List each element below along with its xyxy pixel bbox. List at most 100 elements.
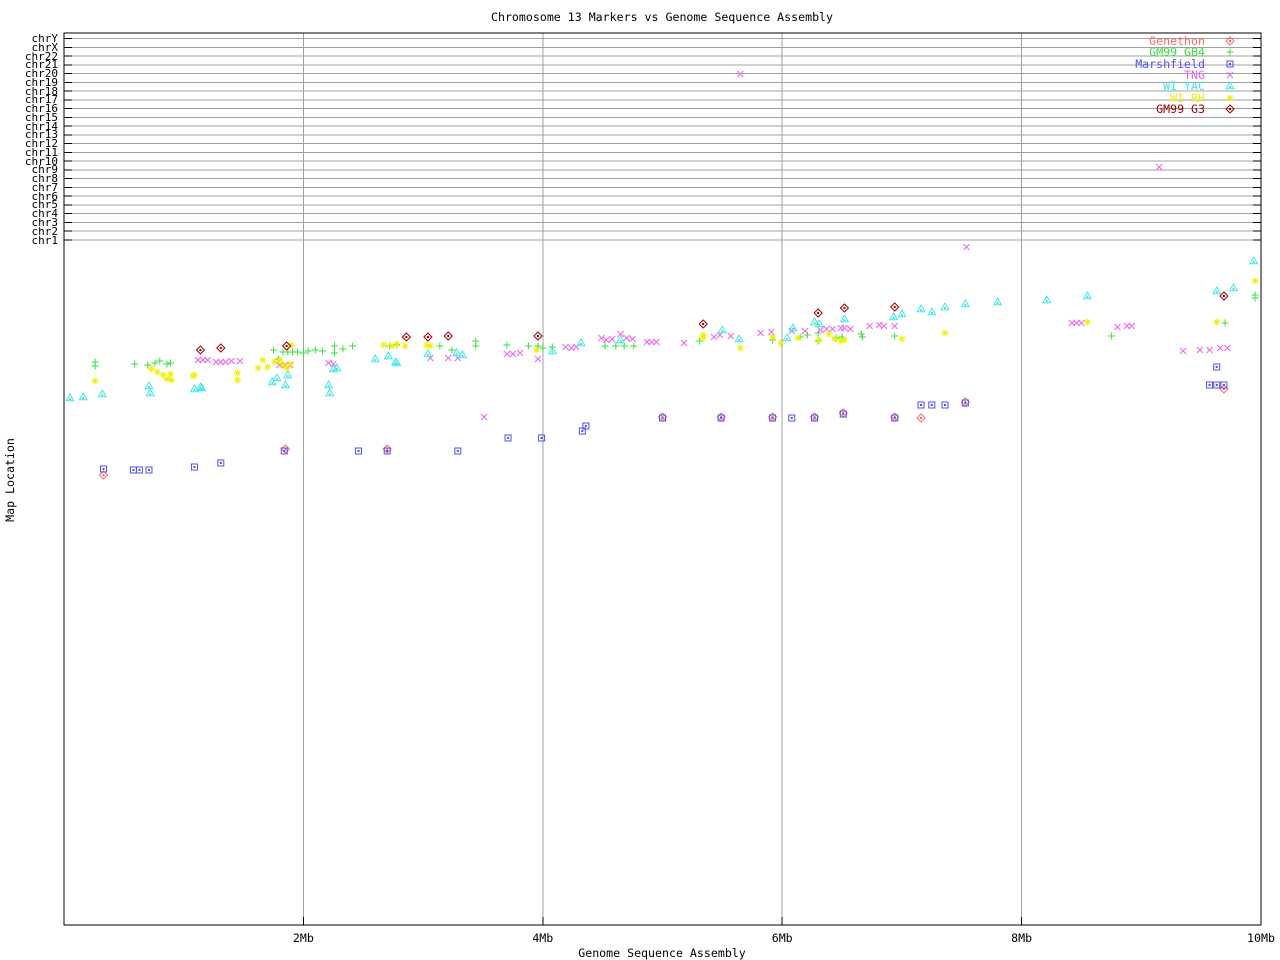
marker-wi-yac xyxy=(195,381,206,391)
marker-gm99-gb4 xyxy=(436,342,444,350)
marker-gm99-gb4 xyxy=(601,342,609,350)
marker-gm99-gb4 xyxy=(891,332,899,340)
marker-marshfield xyxy=(891,414,899,422)
marker-wi-rh xyxy=(388,342,396,350)
legend-label-genethon: Genethon xyxy=(1149,34,1205,48)
marker-wi-rh xyxy=(837,337,845,345)
legend-symbol-glyph xyxy=(1225,104,1235,114)
marker-wi-rh xyxy=(259,356,267,364)
marker-gm99-gb4 xyxy=(331,342,339,350)
legend-label-tng: TNG xyxy=(1184,67,1205,82)
marker-tng xyxy=(217,358,225,366)
marker-marshfield xyxy=(190,463,198,471)
y-axis-label-chr20: chr20 xyxy=(24,67,58,81)
marker-tng xyxy=(817,326,824,334)
marker-gm99-gb4 xyxy=(472,342,480,350)
legend-symbol-marshfield xyxy=(1226,60,1234,68)
marker-wi-yac xyxy=(457,349,468,359)
marker-wi-yac xyxy=(814,318,824,328)
marker-wi-yac xyxy=(1082,290,1093,300)
marker-marshfield xyxy=(354,447,362,455)
y-axis-label-chr9: chr9 xyxy=(31,163,59,177)
marker-tng xyxy=(629,335,636,343)
y-axis-label-chr18: chr18 xyxy=(24,84,58,98)
marker-wi-rh xyxy=(91,377,99,385)
marker-wi-yac xyxy=(332,362,342,372)
x-tick-label-10Mb: 10Mb xyxy=(1247,931,1275,945)
marker-tng xyxy=(534,355,542,363)
marker-wi-yac xyxy=(788,322,798,332)
marker-wi-rh xyxy=(283,364,291,372)
marker-marshfield xyxy=(145,466,153,474)
marker-gm99-gb4 xyxy=(620,342,628,350)
marker-tng xyxy=(194,356,202,364)
chart-title: Chromosome 13 Markers vs Genome Sequence… xyxy=(490,10,834,24)
marker-wi-rh xyxy=(234,369,242,377)
marker-gm99-gb4 xyxy=(857,330,865,338)
marker-marshfield xyxy=(454,447,462,455)
marker-gm99-gb4 xyxy=(448,346,456,354)
marker-gm99-gb4 xyxy=(339,345,347,353)
y-axis-label-chr10: chr10 xyxy=(24,154,58,168)
marker-tng xyxy=(1128,322,1136,330)
marker-wi-yac xyxy=(144,380,154,390)
marker-tng xyxy=(768,328,775,336)
x-axis-label: Genome Sequence Assembly xyxy=(578,946,746,960)
marker-wi-rh xyxy=(794,334,802,342)
marker-wi-rh xyxy=(423,341,431,349)
marker-tng xyxy=(1123,322,1131,330)
marker-wi-yac xyxy=(1212,285,1222,295)
marker-tng xyxy=(736,70,744,78)
marker-marshfield xyxy=(811,414,819,422)
marker-wi-yac xyxy=(267,376,277,386)
marker-gm99-gb4 xyxy=(299,349,307,357)
marker-wi-yac xyxy=(197,382,207,392)
legend-label-wi-rh: WI RH xyxy=(1170,90,1205,105)
marker-gm99-gb4 xyxy=(131,360,139,368)
marker-gm99-gb4 xyxy=(151,359,159,367)
marker-marshfield xyxy=(1213,381,1221,389)
marker-tng xyxy=(1179,347,1187,355)
marker-tng xyxy=(509,350,517,358)
marker-tng xyxy=(1078,319,1085,327)
marker-marshfield xyxy=(769,414,777,422)
legend-symbol-glyph xyxy=(1226,71,1234,79)
marker-gm99-gb4 xyxy=(167,359,175,367)
marker-marshfield xyxy=(717,414,725,422)
marker-marshfield xyxy=(135,466,143,474)
marker-gm99-gb4 xyxy=(1221,319,1229,327)
marker-wi-rh xyxy=(1251,277,1259,285)
marker-wi-rh xyxy=(777,339,785,347)
marker-wi-yac xyxy=(940,301,950,311)
marker-wi-yac xyxy=(960,298,970,308)
y-axis-label-chrY: chrY xyxy=(31,32,59,45)
marker-wi-yac xyxy=(370,353,380,363)
marker-tng xyxy=(602,336,610,344)
marker-wi-yac xyxy=(717,324,728,334)
marker-marshfield xyxy=(941,401,949,409)
marker-tng xyxy=(1068,319,1076,327)
marker-tng xyxy=(572,343,580,351)
marker-wi-yac xyxy=(1042,294,1052,304)
marker-wi-yac xyxy=(65,392,75,402)
marker-marshfield xyxy=(280,447,288,455)
marker-gm99-gb4 xyxy=(803,331,811,339)
marker-wi-rh xyxy=(533,346,541,354)
marker-wi-rh xyxy=(699,334,707,342)
legend-symbol-glyph xyxy=(1226,48,1234,56)
legend-label-wi-yac: WI YAC xyxy=(1163,79,1205,94)
marker-wi-yac xyxy=(78,391,88,401)
y-axis-label-chr16: chr16 xyxy=(24,102,58,116)
marker-tng xyxy=(623,334,630,342)
marker-wi-yac xyxy=(927,306,937,316)
y-axis-label-chr12: chr12 xyxy=(24,137,58,151)
marker-wi-yac xyxy=(189,383,200,393)
x-tick-label-2Mb: 2Mb xyxy=(292,931,314,945)
legend-label-gm99-gb4: GM99 GB4 xyxy=(1149,45,1205,60)
marker-wi-rh xyxy=(941,329,949,337)
marker-gm99-gb4 xyxy=(269,346,277,354)
marker-wi-rh xyxy=(167,370,175,378)
marker-wi-yac xyxy=(916,303,926,313)
marker-gm99-gb4 xyxy=(331,349,339,357)
